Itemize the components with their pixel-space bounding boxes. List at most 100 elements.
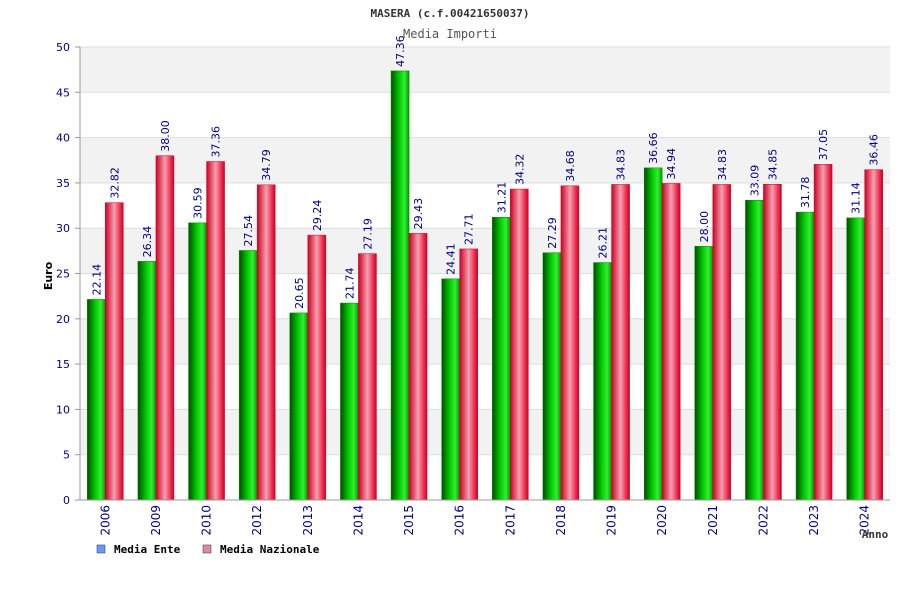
bar-label: 32.82 (108, 167, 121, 199)
bar-label: 38.00 (159, 120, 172, 152)
bar-media-ente-2018 (542, 252, 562, 501)
bar-label: 27.19 (361, 218, 374, 250)
x-tick-label: 2009 (149, 505, 163, 536)
chart-subtitle: Media Importi (403, 27, 497, 41)
legend-swatch-media-ente (96, 544, 106, 554)
bar-label: 26.34 (141, 226, 154, 258)
y-tick-label: 45 (56, 86, 70, 99)
y-tick-labels: 0 5 10 15 20 25 30 35 40 45 50 (56, 41, 70, 507)
bar-label: 31.14 (850, 182, 863, 214)
bar-media-ente-2017 (492, 216, 511, 501)
bar-label: 29.24 (311, 200, 324, 232)
x-tick-label: 2020 (655, 505, 669, 536)
bar-media-nazionale-2024 (864, 169, 883, 501)
y-tick-label: 50 (56, 41, 70, 54)
x-tick-labels: 2006 2009 2010 2012 2013 2014 2015 2016 2017 2018… (98, 505, 871, 536)
bar-media-nazionale-2009 (155, 155, 175, 501)
bar-media-nazionale-2016 (459, 248, 478, 501)
bar-label: 31.78 (799, 177, 812, 209)
bar-label: 36.66 (647, 132, 660, 164)
bar-label: 28.00 (698, 211, 711, 243)
x-tick-label: 2014 (351, 505, 365, 536)
bar-media-nazionale-2023 (813, 164, 833, 501)
bar-label: 29.43 (412, 198, 425, 230)
bar-media-nazionale-2019 (611, 184, 630, 501)
y-tick-label: 40 (56, 132, 70, 145)
bar-media-ente-2014 (340, 302, 359, 501)
bar-media-nazionale-2014 (358, 253, 377, 501)
bar-label: 37.36 (210, 126, 223, 158)
bar-media-ente-2015 (390, 70, 410, 501)
x-tick-label: 2010 (200, 505, 214, 536)
x-tick-label: 2022 (756, 505, 770, 536)
bar-media-ente-2010 (188, 222, 207, 501)
legend-label-media-ente: Media Ente (114, 543, 181, 556)
axes (79, 47, 890, 501)
bar-label: 36.46 (868, 134, 881, 166)
bar-label: 22.14 (90, 264, 103, 296)
legend: Media Ente Media Nazionale (96, 543, 320, 556)
bar-media-ente-2006 (87, 299, 106, 501)
bar-label: 33.09 (748, 165, 761, 197)
bar-label: 37.05 (817, 129, 830, 161)
bar-label: 34.83 (615, 149, 628, 181)
bar-media-ente-2022 (745, 199, 764, 501)
bar-media-ente-2020 (643, 167, 663, 501)
bar-media-nazionale-2022 (763, 184, 782, 501)
bar-label: 20.65 (293, 277, 306, 309)
x-tick-label: 2024 (858, 505, 872, 536)
bar-label: 34.79 (260, 149, 273, 181)
bars (87, 70, 883, 501)
bar-media-nazionale-2018 (560, 185, 580, 501)
bar-label: 31.21 (495, 182, 508, 214)
x-tick-label: 2017 (503, 505, 517, 536)
bar-label: 27.71 (463, 213, 476, 245)
bar-media-nazionale-2012 (256, 184, 276, 501)
bar-label: 26.21 (597, 227, 610, 259)
bar-media-nazionale-2020 (661, 183, 681, 501)
bar-media-ente-2023 (795, 211, 815, 501)
x-tick-label: 2019 (605, 505, 619, 536)
x-tick-label: 2023 (807, 505, 821, 536)
bar-label: 24.41 (445, 243, 458, 275)
bar-media-nazionale-2006 (105, 202, 124, 501)
bar-media-ente-2021 (694, 246, 714, 501)
x-tick-label: 2015 (402, 505, 416, 536)
plot-band (80, 47, 890, 93)
y-tick-label: 35 (56, 177, 70, 190)
x-axis-label: Anno (862, 528, 889, 541)
y-tick-label: 5 (63, 449, 70, 462)
bar-label: 30.59 (192, 187, 205, 219)
bar-label: 34.83 (716, 149, 729, 181)
bar-media-nazionale-2017 (510, 188, 529, 501)
legend-label-media-nazionale: Media Nazionale (220, 543, 320, 556)
y-tick-label: 20 (56, 313, 70, 326)
chart-title: MASERA (c.f.00421650037) (371, 7, 530, 20)
y-tick-label: 10 (56, 403, 70, 416)
bar-label: 34.68 (564, 150, 577, 182)
y-tick-label: 30 (56, 222, 70, 235)
bar-label: 47.36 (394, 35, 407, 67)
bar-label: 34.32 (513, 154, 526, 186)
bar-media-ente-2013 (289, 312, 309, 501)
bar-label: 34.94 (665, 148, 678, 180)
bar-media-ente-2019 (593, 262, 612, 501)
x-tick-label: 2021 (706, 505, 720, 536)
y-tick-label: 25 (56, 268, 70, 281)
bar-media-nazionale-2010 (206, 161, 225, 501)
bar-media-nazionale-2021 (712, 184, 732, 501)
bar-media-ente-2009 (137, 261, 157, 501)
y-tick-label: 15 (56, 358, 70, 371)
bar-label: 34.85 (766, 149, 779, 181)
x-tick-label: 2012 (250, 505, 264, 536)
y-axis-label: Euro (42, 261, 55, 290)
bar-label: 27.54 (242, 215, 255, 247)
x-tick-label: 2006 (98, 505, 112, 536)
bar-media-ente-2012 (238, 250, 258, 501)
x-tick-label: 2018 (554, 505, 568, 536)
bar-media-ente-2016 (441, 278, 460, 501)
bar-labels: 22.14 32.82 26.34 38.00 30.59 37.36 27.54 34.79… (90, 35, 880, 308)
bar-media-ente-2024 (846, 217, 865, 501)
bar-media-nazionale-2013 (307, 234, 327, 501)
